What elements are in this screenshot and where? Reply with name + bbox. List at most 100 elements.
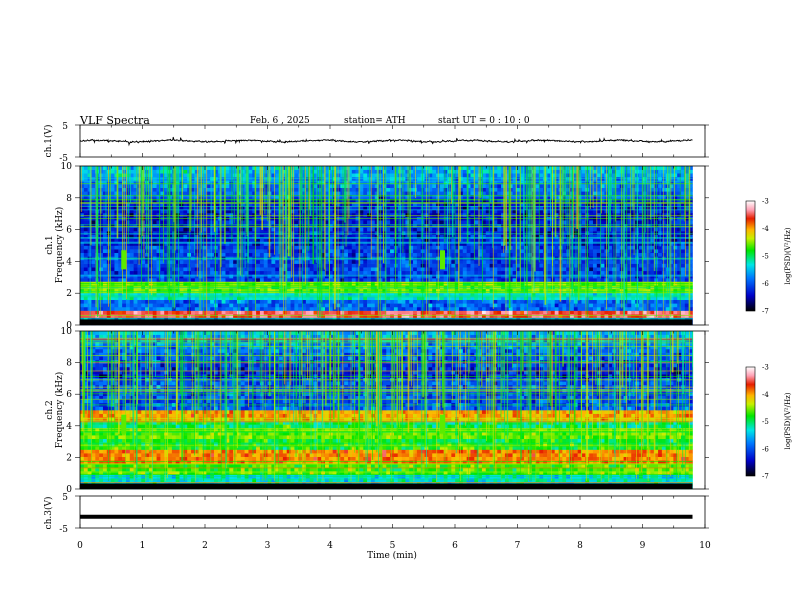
- spectrogram-cell: [340, 263, 345, 268]
- spectrogram-cell: [684, 252, 689, 257]
- spectrogram-cell: [168, 306, 173, 311]
- spectrogram-cell: [340, 220, 345, 225]
- spectrogram-cell: [206, 238, 211, 243]
- spectrogram-cell: [133, 234, 138, 239]
- spectrogram-cell: [416, 241, 422, 246]
- spectrogram-cell: [129, 212, 134, 217]
- spectrogram-cell: [615, 259, 621, 264]
- spectrogram-cell: [386, 288, 391, 293]
- spectrogram-cell: [125, 299, 131, 304]
- spectrogram-cell: [512, 292, 517, 297]
- spectrogram-cell: [99, 288, 104, 293]
- spectrogram-cell: [589, 220, 594, 225]
- spectrogram-cell: [133, 278, 138, 282]
- spectrogram-cell: [321, 259, 326, 264]
- spectrogram-cell: [363, 299, 368, 304]
- spectrogram-cell: [179, 278, 184, 282]
- spectrogram-cell: [554, 259, 559, 264]
- spectrogram-cell: [275, 263, 280, 268]
- spectrogram-cell: [638, 267, 644, 272]
- spectrogram-cell: [409, 310, 414, 315]
- spectrogram-cell: [646, 303, 651, 308]
- spectrogram-cell: [106, 314, 111, 319]
- spectrogram-cell: [298, 303, 303, 308]
- spectrogram-cell: [631, 288, 636, 293]
- spectrogram-cell: [110, 249, 115, 254]
- spectrogram-cell: [359, 231, 364, 235]
- spectrogram-cell: [275, 249, 280, 254]
- spectrogram-cell: [573, 310, 578, 315]
- spectrogram-cell: [416, 263, 422, 268]
- spectrogram-cell: [106, 306, 111, 311]
- spectrogram-cell: [570, 314, 575, 319]
- spectrogram-cell: [681, 278, 686, 282]
- spectrogram-cell: [581, 212, 586, 217]
- spectrogram-cell: [328, 285, 333, 290]
- spectrogram-cell: [481, 285, 487, 290]
- spectrogram-cell: [547, 252, 552, 257]
- spectrogram-cell: [527, 314, 533, 319]
- spectrogram-cell: [631, 285, 636, 290]
- spectrogram-cell: [401, 231, 406, 235]
- spectrogram-cell: [600, 292, 605, 297]
- spectrogram-cell: [259, 285, 265, 290]
- spectrogram-cell: [168, 252, 173, 257]
- spectrogram-cell: [83, 252, 88, 257]
- spectrogram-cell: [347, 310, 353, 315]
- spectrogram-cell: [631, 310, 636, 315]
- spectrogram-cell: [413, 212, 418, 217]
- spectrogram-cell: [669, 267, 674, 272]
- spectrogram-cell: [118, 231, 123, 235]
- spectrogram-cell: [248, 220, 253, 225]
- spectrogram-cell: [554, 267, 559, 272]
- spectrogram-cell: [512, 296, 517, 300]
- spectrogram-cell: [294, 231, 299, 235]
- spectrogram-cell: [650, 238, 655, 243]
- spectrogram-cell: [658, 314, 663, 319]
- spectrogram-cell: [275, 267, 280, 272]
- spectrogram-cell: [263, 292, 268, 297]
- spectrogram-cell: [263, 212, 268, 217]
- spectrogram-cell: [282, 238, 288, 243]
- spectrogram-cell: [390, 220, 395, 225]
- spectrogram-cell: [290, 234, 295, 239]
- spectrogram-cell: [390, 296, 395, 300]
- spectrogram-cell: [470, 245, 475, 250]
- spectrogram-cell: [225, 245, 230, 250]
- spectrogram-cell: [156, 285, 161, 290]
- spectrogram-cell: [455, 263, 460, 268]
- spectrogram-cell: [524, 285, 529, 290]
- spectrogram-cell: [171, 231, 177, 235]
- spectrogram-cell: [290, 231, 295, 235]
- spectrogram-cell: [110, 310, 115, 315]
- spectrogram-cell: [168, 263, 173, 268]
- spectrogram-cell: [191, 310, 196, 315]
- spectrogram-cell: [118, 314, 123, 319]
- spectrogram-cell: [321, 299, 326, 304]
- spectrogram-cell: [466, 252, 471, 257]
- spectrogram-cell: [256, 296, 261, 300]
- spectrogram-cell: [566, 259, 571, 264]
- spectrogram-cell: [122, 285, 127, 290]
- spectrogram-cell: [328, 306, 333, 311]
- spectrogram-cell: [481, 267, 487, 272]
- spectrogram-cell: [485, 310, 490, 315]
- spectrogram-cell: [512, 314, 517, 319]
- spectrogram-cell: [164, 288, 169, 293]
- spectrogram-cell: [684, 263, 689, 268]
- spectrogram-cell: [256, 241, 261, 246]
- spectrogram-cell: [122, 296, 127, 300]
- spectrogram-cell: [481, 259, 487, 264]
- spectrogram-cell: [179, 285, 184, 290]
- spectrogram-cell: [462, 310, 467, 315]
- spectrogram-cell: [309, 263, 314, 268]
- spectrogram-cell: [589, 288, 594, 293]
- spectrogram-cell: [355, 285, 360, 290]
- spectrogram-cell: [213, 238, 219, 243]
- spectrogram-cell: [581, 303, 586, 308]
- spectrogram-cell: [481, 288, 487, 293]
- spectrogram-cell: [600, 296, 605, 300]
- spectrogram-cell: [102, 245, 108, 250]
- spectrogram-cell: [669, 303, 674, 308]
- spectrogram-cell: [210, 259, 215, 264]
